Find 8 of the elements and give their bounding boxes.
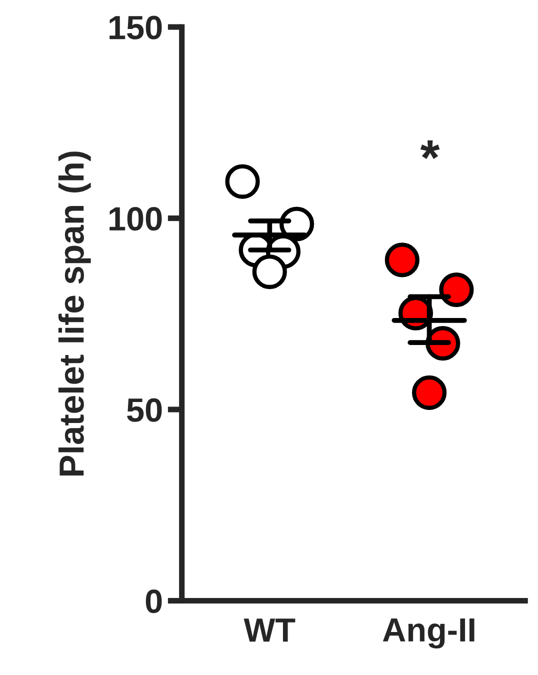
annotation: *	[420, 140, 440, 159]
y-tick-label: 0	[146, 590, 162, 614]
y-axis-title: Platelet life span (h)	[58, 152, 91, 476]
x-tick-label: Ang-II	[382, 618, 474, 648]
y-tick-label: 50	[127, 398, 162, 422]
y-tick-label: 100	[110, 207, 162, 231]
x-tick-label: WT	[244, 618, 296, 642]
y-tick-label: 150	[110, 16, 162, 40]
